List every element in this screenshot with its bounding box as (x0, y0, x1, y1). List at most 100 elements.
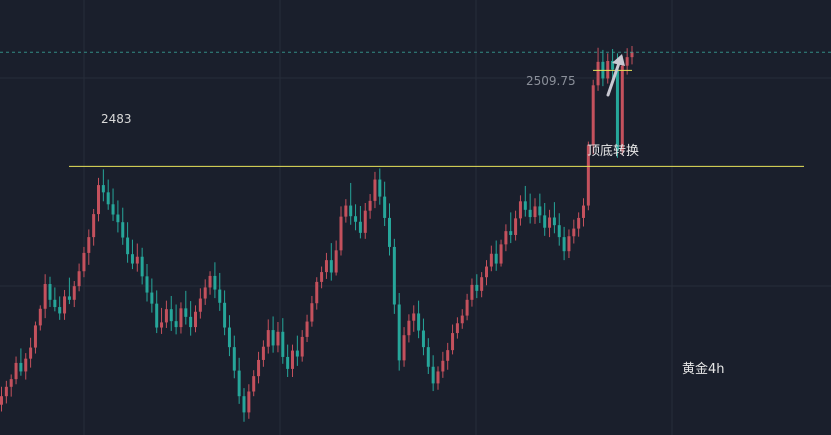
candle-body-20 (97, 185, 100, 215)
candle-body-125 (606, 60, 610, 79)
candle-body-119 (577, 217, 581, 229)
candle-body-21 (101, 185, 105, 193)
candle-body-43 (208, 275, 212, 288)
candle-body-60 (291, 350, 294, 369)
candle-body-82 (397, 304, 401, 361)
candle-body-74 (358, 221, 362, 233)
candle-body-48 (232, 347, 236, 371)
chart-title: 黄金4h (682, 362, 725, 377)
candle-body-72 (349, 205, 353, 217)
candle-body-32 (155, 303, 159, 328)
candle-body-92 (446, 350, 450, 361)
candle-body-114 (552, 217, 556, 226)
candle-body-120 (582, 205, 585, 218)
candle-body-112 (543, 215, 547, 228)
candle-body-89 (431, 366, 435, 384)
candle-body-59 (286, 356, 290, 369)
candle-body-73 (354, 216, 358, 222)
candle-body-36 (174, 321, 178, 328)
candle-body-115 (557, 225, 561, 238)
candle-body-14 (67, 296, 71, 300)
candle-body-23 (111, 204, 115, 215)
candle-body-50 (242, 396, 246, 413)
candle-body-26 (126, 237, 130, 255)
candle-body-3 (14, 362, 18, 380)
candle-body-66 (320, 272, 324, 282)
candle-body-130 (630, 52, 634, 58)
candle-body-25 (121, 222, 125, 238)
candle-body-127 (615, 69, 619, 151)
candle-body-1 (4, 386, 8, 397)
candle-body-103 (499, 244, 503, 264)
candle-body-10 (48, 284, 52, 300)
candle-body-62 (300, 336, 304, 357)
candle-body-86 (417, 313, 421, 331)
candle-body-63 (305, 321, 309, 337)
candles-group (0, 46, 634, 422)
candle-body-54 (261, 346, 265, 360)
candle-body-47 (227, 327, 231, 348)
candle-body-90 (436, 371, 440, 384)
candle-body-64 (310, 303, 314, 322)
candle-body-105 (509, 231, 513, 235)
candle-body-110 (533, 206, 537, 218)
level-label-2483: 2483 (101, 112, 132, 126)
candle-body-128 (620, 65, 624, 151)
candle-body-129 (625, 57, 629, 66)
candle-body-69 (334, 250, 338, 273)
candle-body-117 (567, 236, 571, 252)
candle-body-61 (295, 350, 299, 357)
levels-group (0, 51, 831, 167)
candle-body-126 (611, 60, 615, 70)
candle-body-27 (130, 254, 134, 264)
candle-body-17 (82, 252, 86, 272)
candle-body-121 (586, 145, 590, 206)
candle-body-6 (29, 347, 33, 359)
candle-body-96 (465, 299, 469, 316)
candle-body-45 (218, 289, 222, 303)
candle-body-118 (572, 228, 576, 237)
candle-body-71 (344, 205, 348, 217)
candle-body-85 (412, 313, 416, 321)
candle-body-13 (63, 296, 67, 314)
candle-body-88 (426, 347, 430, 367)
candle-body-22 (106, 192, 110, 205)
candle-body-29 (140, 256, 144, 277)
candle-body-122 (591, 85, 595, 146)
candle-body-37 (179, 308, 183, 328)
candle-body-98 (475, 284, 479, 291)
candle-body-15 (72, 286, 76, 300)
candle-body-108 (523, 201, 527, 210)
candle-body-12 (58, 307, 62, 314)
candle-body-44 (213, 275, 217, 290)
candle-body-100 (485, 266, 488, 278)
candle-body-18 (87, 237, 91, 253)
candle-body-116 (562, 237, 566, 252)
candle-body-52 (252, 376, 256, 392)
candle-body-30 (145, 276, 149, 293)
candle-body-106 (514, 218, 518, 235)
candle-body-109 (528, 209, 532, 218)
candle-body-38 (184, 308, 188, 317)
candle-body-46 (223, 302, 227, 328)
candle-body-68 (329, 260, 333, 273)
candle-body-93 (451, 333, 455, 351)
arrow-head (612, 54, 625, 66)
candle-body-28 (135, 256, 139, 264)
candle-body-123 (596, 61, 600, 86)
candle-body-11 (53, 299, 57, 308)
candle-body-78 (378, 179, 382, 197)
candle-body-102 (494, 253, 498, 264)
candle-body-87 (421, 330, 425, 348)
candle-body-7 (33, 325, 37, 348)
candle-body-40 (194, 311, 197, 328)
candle-body-57 (276, 331, 280, 346)
candle-body-97 (470, 284, 474, 300)
candle-body-75 (363, 210, 367, 233)
candle-body-76 (368, 200, 372, 211)
candle-body-55 (266, 330, 270, 347)
candle-body-80 (388, 217, 391, 247)
candle-body-113 (548, 217, 552, 228)
